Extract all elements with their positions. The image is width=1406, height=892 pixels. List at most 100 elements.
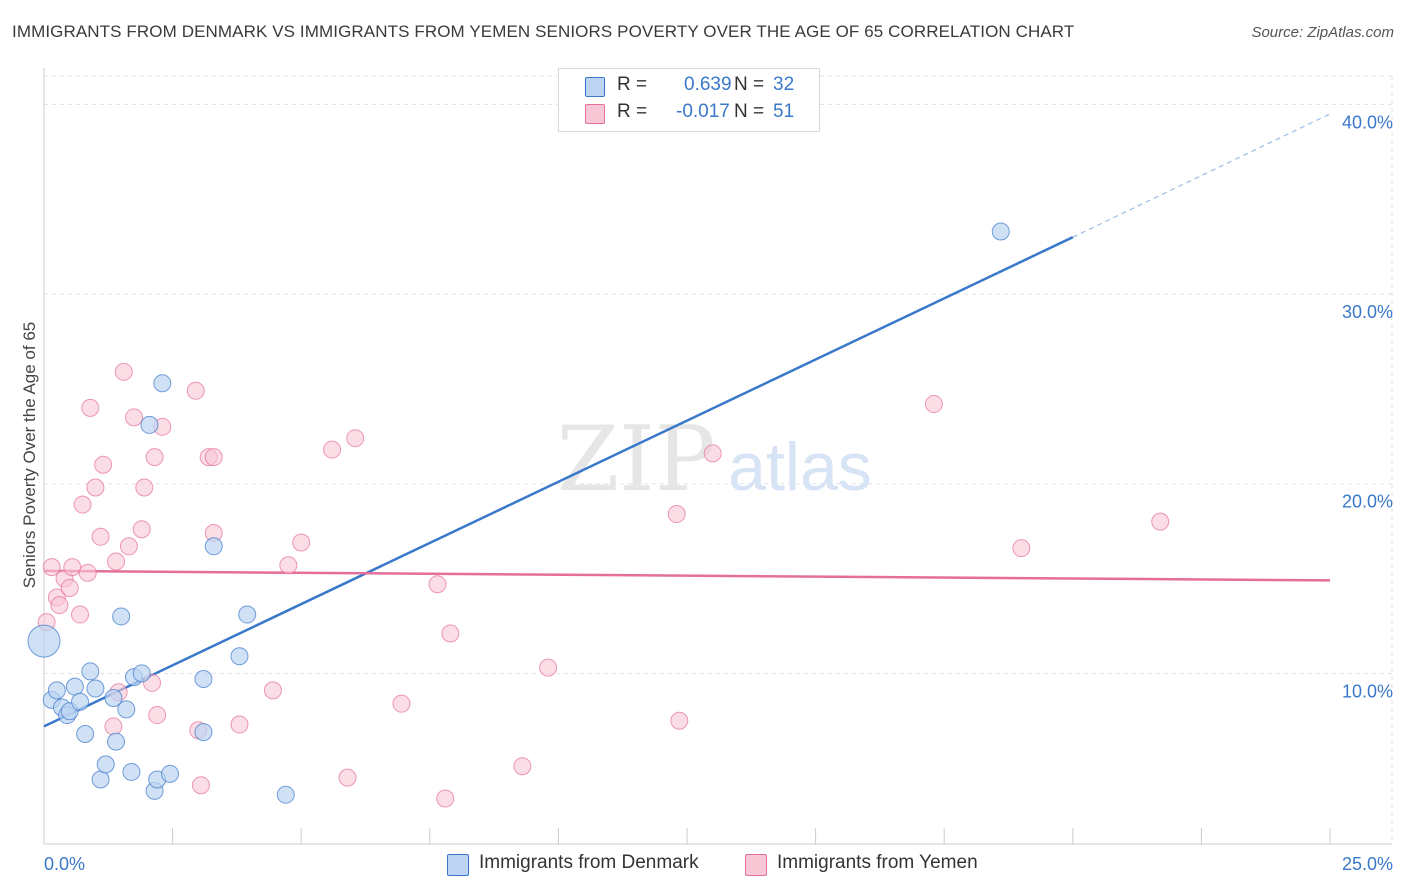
yemen-point — [1012, 539, 1031, 558]
denmark-point — [112, 607, 131, 626]
denmark-point — [65, 677, 84, 696]
denmark-point — [204, 537, 223, 556]
yemen-points — [37, 362, 1170, 808]
yemen-point — [924, 395, 943, 414]
yemen-point — [292, 533, 311, 552]
denmark-point — [194, 723, 213, 742]
yemen-point — [436, 789, 455, 808]
y-tick-label: 30.0% — [1342, 302, 1393, 322]
gridlines — [44, 75, 1393, 844]
yemen-point — [323, 440, 342, 459]
denmark-point — [161, 764, 180, 783]
yemen-point — [513, 757, 532, 776]
bottom-legend-label-yemen: Immigrants from Yemen — [777, 852, 978, 873]
legend-r-label: R = — [617, 101, 648, 122]
trend-lines — [43, 113, 1331, 728]
yemen-point — [667, 505, 686, 524]
denmark-point — [140, 415, 159, 434]
yemen-point — [94, 455, 113, 474]
denmark-point — [81, 662, 100, 681]
yemen-point — [135, 478, 154, 497]
yemen-point — [148, 706, 167, 725]
source-note: Source: ZipAtlas.com — [1251, 24, 1394, 41]
legend-swatch-denmark — [585, 77, 605, 97]
yemen-point — [1151, 512, 1170, 531]
denmark-point — [27, 624, 61, 658]
yemen-point — [338, 768, 357, 787]
watermark: ZIP atlas — [557, 407, 872, 512]
yemen-point — [78, 563, 97, 582]
yemen-point — [230, 715, 249, 734]
yemen-point — [145, 448, 164, 467]
denmark-point — [194, 670, 213, 689]
denmark-point — [230, 647, 249, 666]
yemen-point — [441, 624, 460, 643]
x-tick-label: 0.0% — [44, 854, 85, 874]
legend-r-label: R = — [617, 74, 648, 95]
yemen-point — [81, 398, 100, 417]
denmark-point — [104, 688, 123, 707]
watermark-atlas: atlas — [728, 429, 872, 505]
trend-line-denmark — [43, 236, 1074, 728]
denmark-points — [27, 222, 1010, 804]
yemen-point — [63, 558, 82, 577]
legend-n-label: N = — [734, 101, 765, 122]
yemen-point — [42, 558, 61, 577]
yemen-point — [279, 556, 298, 575]
yemen-point — [73, 495, 92, 514]
yemen-point — [392, 694, 411, 713]
yemen-point — [71, 605, 90, 624]
denmark-point — [122, 762, 141, 781]
yemen-point — [132, 520, 151, 539]
chart-title: IMMIGRANTS FROM DENMARK VS IMMIGRANTS FR… — [12, 22, 1075, 41]
yemen-point — [50, 596, 69, 615]
denmark-point — [107, 732, 126, 751]
yemen-point — [107, 552, 126, 571]
denmark-point — [96, 755, 115, 774]
yemen-point — [428, 575, 447, 594]
watermark-zip: ZIP — [557, 407, 716, 512]
yemen-point — [670, 711, 689, 730]
yemen-point — [125, 408, 144, 427]
yemen-point — [91, 527, 110, 546]
legend-n-value-yemen: 51 — [773, 101, 795, 122]
axes — [43, 68, 1392, 845]
tick-labels: 10.0% 20.0% 30.0% 40.0% 0.0% 25.0% — [44, 112, 1393, 874]
trend-line-yemen — [43, 569, 1331, 582]
yemen-point — [191, 776, 210, 795]
denmark-point — [117, 700, 136, 719]
denmark-point — [991, 222, 1010, 241]
x-tick-label: 25.0% — [1342, 854, 1393, 874]
yemen-point — [703, 444, 722, 463]
legend-r-value-yemen: -0.017 — [676, 101, 730, 122]
yemen-point — [60, 579, 79, 597]
legend-swatch-yemen — [585, 104, 605, 124]
yemen-point — [114, 362, 133, 381]
legend-n-label: N = — [734, 74, 765, 95]
denmark-point — [238, 605, 257, 624]
bottom-legend-swatch-denmark — [447, 854, 469, 876]
yemen-point — [104, 717, 123, 736]
legend-r-value-denmark: 0.639 — [684, 74, 732, 95]
denmark-point — [91, 770, 110, 789]
denmark-point — [132, 664, 151, 683]
denmark-point — [86, 679, 105, 698]
yemen-point — [539, 658, 558, 677]
denmark-point — [47, 681, 66, 700]
denmark-point — [276, 785, 295, 804]
denmark-point — [76, 725, 95, 744]
y-tick-label: 20.0% — [1342, 492, 1393, 512]
legend: R = 0.639 N = 32 R = -0.017 N = 51 — [558, 68, 820, 132]
legend-n-value-denmark: 32 — [773, 74, 795, 95]
y-tick-label: 40.0% — [1342, 112, 1393, 132]
yemen-point — [346, 429, 365, 448]
bottom-legend-swatch-yemen — [745, 854, 767, 876]
trend-line-denmark-projection — [1072, 113, 1331, 238]
yemen-point — [119, 537, 138, 556]
y-tick-label: 10.0% — [1342, 681, 1393, 701]
denmark-point — [153, 374, 172, 393]
yemen-point — [186, 381, 205, 400]
bottom-legend-label-denmark: Immigrants from Denmark — [479, 852, 699, 873]
yemen-point — [204, 448, 223, 467]
